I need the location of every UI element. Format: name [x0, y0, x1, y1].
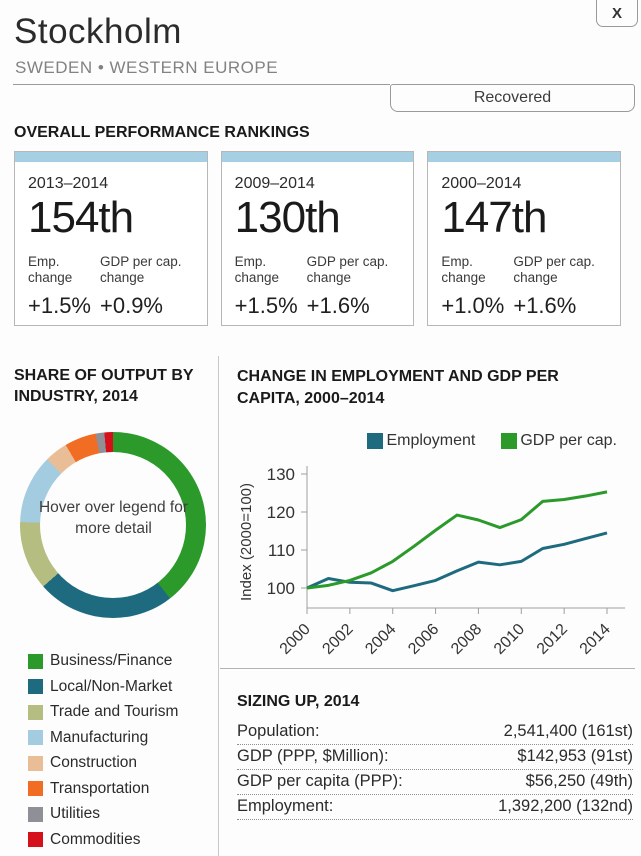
sizing-table: Population: 2,541,400 (161st) GDP (PPP, …	[237, 720, 633, 820]
sizing-divider	[220, 668, 635, 669]
emp-change-value: +1.5%	[28, 293, 91, 319]
employment-gdp-line-chart: 100 110 120 130 2000 2002 2004 2006 2008 2010 2012…	[238, 465, 625, 658]
legend-item-gdp-per-cap[interactable]: GDP per cap.	[501, 432, 617, 450]
emp-change-value: +1.5%	[234, 293, 298, 319]
swatch-transportation	[28, 781, 43, 796]
table-row-employment: Employment: 1,392,200 (132nd)	[237, 795, 633, 820]
svg-text:100: 100	[267, 579, 295, 598]
svg-text:2006: 2006	[405, 621, 442, 658]
emp-change-label: Emp. change	[441, 254, 486, 286]
swatch-trade-tourism	[28, 704, 43, 720]
svg-text:130: 130	[267, 465, 295, 484]
legend-item-construction[interactable]: Construction	[28, 754, 178, 772]
svg-text:2010: 2010	[491, 621, 528, 658]
card-period: 2013–2014	[28, 175, 109, 192]
page-subtitle: SWEDEN • WESTERN EUROPE	[15, 58, 279, 77]
industry-legend: Business/Finance Local/Non-Market Trade …	[28, 652, 178, 856]
line-chart-container: 100 110 120 130 2000 2002 2004 2006 2008 2010 2012…	[237, 450, 637, 665]
column-divider	[218, 356, 219, 856]
card-rank: 147th	[441, 193, 547, 242]
table-row-population: Population: 2,541,400 (161st)	[237, 720, 633, 745]
svg-text:2008: 2008	[448, 621, 485, 658]
svg-text:110: 110	[268, 541, 295, 560]
swatch-utilities	[28, 806, 43, 822]
legend-item-transportation[interactable]: Transportation	[28, 780, 178, 798]
card-rank: 130th	[234, 193, 341, 242]
legend-item-utilities[interactable]: Utilities	[28, 805, 178, 823]
card-top-bar	[221, 152, 414, 162]
close-button[interactable]: X	[596, 0, 638, 27]
card-top-bar	[428, 152, 621, 162]
table-row-gdp: GDP (PPP, $Million): $142,953 (91st)	[237, 745, 633, 770]
swatch-commodities	[28, 832, 43, 847]
legend-item-trade-tourism[interactable]: Trade and Tourism	[28, 703, 178, 721]
swatch-business-finance	[28, 653, 43, 669]
emp-change-value: +1.0%	[441, 293, 505, 319]
svg-text:2004: 2004	[362, 621, 399, 658]
gdp-change-value: +1.6%	[306, 293, 370, 319]
legend-item-employment[interactable]: Employment	[367, 432, 475, 450]
swatch-manufacturing	[28, 730, 43, 745]
line-chart-legend: Employment GDP per cap.	[237, 432, 617, 450]
donut-hole	[40, 452, 186, 598]
table-row-gdp-per-capita: GDP per capita (PPP): $56,250 (49th)	[237, 770, 633, 795]
header-divider	[13, 84, 390, 85]
svg-text:2002: 2002	[319, 621, 356, 658]
gdp-change-label: GDP per cap. change	[513, 254, 595, 286]
rankings-cards: 2013–2014 154th Emp. change +1.5% GDP pe…	[14, 151, 622, 326]
gdp-change-label: GDP per cap. change	[306, 254, 389, 286]
industry-heading: SHARE OF OUTPUT BY INDUSTRY, 2014	[14, 367, 194, 405]
svg-text:120: 120	[267, 503, 295, 522]
card-top-bar	[15, 152, 207, 162]
status-badge-recovered[interactable]: Recovered	[390, 84, 635, 112]
gdp-change-value: +1.6%	[513, 293, 577, 319]
rankings-heading: OVERALL PERFORMANCE RANKINGS	[14, 124, 310, 141]
close-icon: X	[611, 5, 622, 22]
page-title: Stockholm	[14, 12, 182, 51]
sizing-heading: SIZING UP, 2014	[237, 693, 360, 710]
svg-text:2000: 2000	[277, 621, 314, 658]
emp-change-label: Emp. change	[28, 254, 73, 286]
card-period: 2000–2014	[441, 175, 522, 192]
swatch-employment	[367, 433, 384, 449]
svg-text:2012: 2012	[534, 621, 571, 658]
card-period: 2009–2014	[234, 175, 315, 192]
swatch-construction	[28, 755, 43, 771]
legend-item-commodities[interactable]: Commodities	[28, 831, 178, 849]
svg-text:2014: 2014	[577, 621, 614, 658]
ranking-card-2009-2014: 2009–2014 130th Emp. change +1.5% GDP pe…	[220, 151, 415, 326]
ranking-card-2000-2014: 2000–2014 147th Emp. change +1.0% GDP pe…	[427, 151, 622, 326]
donut-center-hint: Hover over legend for more detail	[38, 499, 189, 537]
gdp-change-value: +0.9%	[100, 293, 163, 319]
line-chart-heading: CHANGE IN EMPLOYMENT AND GDP PER CAPITA,…	[237, 368, 559, 407]
card-rank: 154th	[28, 193, 134, 242]
swatch-gdp-per-cap	[501, 433, 518, 449]
legend-item-local-non-market[interactable]: Local/Non-Market	[28, 678, 178, 696]
legend-item-manufacturing[interactable]: Manufacturing	[28, 729, 178, 747]
gdp-change-label: GDP per cap. change	[100, 254, 182, 286]
emp-change-label: Emp. change	[234, 254, 279, 286]
industry-donut-chart	[20, 432, 206, 618]
legend-item-business-finance[interactable]: Business/Finance	[28, 652, 178, 670]
svg-text:Index (2000=100): Index (2000=100)	[238, 483, 255, 601]
ranking-card-2013-2014: 2013–2014 154th Emp. change +1.5% GDP pe…	[14, 151, 208, 326]
swatch-local-non-market	[28, 679, 43, 694]
